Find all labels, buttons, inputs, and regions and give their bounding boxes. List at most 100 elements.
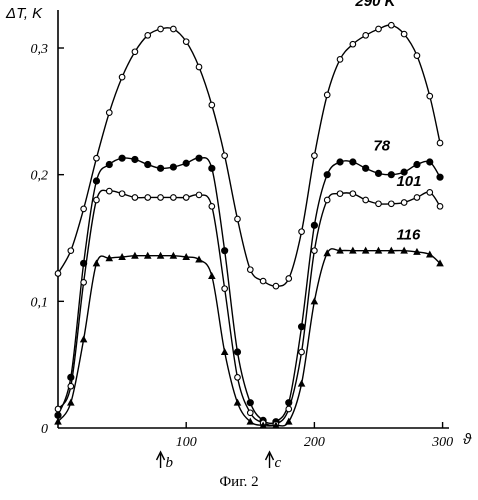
data-point-open-circle — [427, 190, 433, 196]
series-line — [58, 190, 440, 425]
data-point-open-circle — [260, 278, 266, 284]
series-group — [55, 188, 443, 427]
data-point-open-circle — [389, 201, 395, 207]
data-point-filled-circle — [298, 323, 304, 329]
data-point-open-circle — [209, 204, 215, 210]
data-point-filled-circle — [311, 222, 317, 228]
series-label: 290 K — [354, 0, 396, 10]
data-point-open-circle — [158, 26, 164, 32]
data-point-open-circle — [94, 155, 100, 161]
marker-label: b — [166, 455, 174, 471]
data-point-open-circle — [299, 229, 305, 235]
data-point-open-circle — [376, 26, 382, 32]
data-point-open-circle — [286, 276, 292, 282]
data-point-open-circle — [337, 57, 343, 63]
y-tick-label: 0 — [41, 422, 48, 437]
data-point-filled-triangle — [298, 380, 306, 387]
data-point-open-circle — [247, 410, 253, 416]
data-point-open-circle — [286, 406, 292, 412]
data-point-filled-circle — [350, 159, 356, 165]
data-point-filled-triangle — [67, 399, 75, 406]
data-point-filled-circle — [221, 247, 227, 253]
data-point-filled-circle — [132, 156, 138, 162]
data-point-open-circle — [132, 49, 138, 55]
data-point-open-circle — [437, 140, 443, 146]
data-point-open-circle — [273, 283, 279, 289]
data-point-filled-circle — [427, 159, 433, 165]
data-point-open-circle — [299, 349, 305, 355]
chart-series-layer — [54, 22, 444, 428]
data-point-open-circle — [363, 33, 369, 39]
data-point-open-circle — [209, 102, 215, 108]
data-point-filled-triangle — [195, 256, 203, 263]
data-point-open-circle — [132, 195, 138, 201]
x-axis-title: ϑ — [463, 431, 472, 448]
data-point-open-circle — [222, 286, 228, 292]
series-group — [55, 155, 443, 425]
data-point-open-circle — [171, 195, 177, 201]
data-point-open-circle — [350, 41, 356, 47]
data-point-open-circle — [119, 191, 125, 197]
data-point-filled-circle — [362, 165, 368, 171]
series-label: 101 — [396, 173, 421, 190]
data-point-open-circle — [68, 248, 74, 254]
data-point-filled-circle — [324, 171, 330, 177]
data-point-open-circle — [247, 267, 253, 273]
data-point-filled-circle — [247, 399, 253, 405]
series-group — [55, 22, 443, 289]
data-point-open-circle — [196, 192, 202, 198]
marker-label: c — [275, 455, 282, 471]
data-point-filled-triangle — [208, 272, 216, 279]
data-point-open-circle — [68, 383, 74, 389]
data-point-open-circle — [389, 22, 395, 28]
data-point-open-circle — [312, 153, 318, 159]
data-point-filled-circle — [170, 164, 176, 170]
data-point-open-circle — [106, 188, 112, 194]
data-point-filled-circle — [209, 165, 215, 171]
data-point-open-circle — [55, 406, 61, 412]
data-point-open-circle — [183, 39, 189, 45]
data-point-filled-circle — [157, 165, 163, 171]
data-point-open-circle — [171, 26, 177, 32]
data-point-filled-triangle — [311, 297, 319, 304]
series-line — [58, 158, 440, 424]
data-point-open-circle — [145, 195, 151, 201]
data-point-filled-circle — [388, 171, 394, 177]
y-tick-label: 0,3 — [31, 42, 49, 57]
data-point-open-circle — [158, 195, 164, 201]
data-point-open-circle — [81, 206, 87, 212]
data-point-open-circle — [401, 200, 407, 206]
data-point-filled-circle — [119, 155, 125, 161]
data-point-filled-triangle — [221, 348, 229, 355]
data-point-open-circle — [324, 197, 330, 203]
data-point-open-circle — [414, 53, 420, 59]
data-point-filled-circle — [375, 170, 381, 176]
data-point-open-circle — [222, 153, 228, 159]
data-point-filled-triangle — [80, 335, 88, 342]
x-tick-label: 300 — [431, 435, 453, 450]
data-point-open-circle — [427, 93, 433, 99]
data-point-open-circle — [106, 110, 112, 116]
data-point-open-circle — [145, 33, 151, 39]
data-point-filled-circle — [55, 412, 61, 418]
data-point-open-circle — [437, 204, 443, 210]
data-point-filled-circle — [234, 349, 240, 355]
data-point-filled-circle — [183, 160, 189, 166]
series-line — [58, 25, 440, 286]
data-point-filled-circle — [196, 155, 202, 161]
data-point-open-circle — [196, 64, 202, 70]
data-point-open-circle — [119, 74, 125, 80]
data-point-filled-triangle — [93, 259, 101, 266]
y-tick-label: 0,2 — [31, 169, 49, 184]
data-point-open-circle — [350, 191, 356, 197]
data-point-filled-circle — [337, 159, 343, 165]
data-point-open-circle — [94, 197, 100, 203]
x-tick-label: 100 — [176, 435, 197, 450]
data-point-open-circle — [55, 271, 61, 277]
data-point-open-circle — [363, 197, 369, 203]
data-point-filled-circle — [437, 174, 443, 180]
data-point-open-circle — [401, 31, 407, 37]
figure-caption: Фиг. 2 — [0, 474, 478, 491]
series-label: 78 — [373, 138, 390, 155]
